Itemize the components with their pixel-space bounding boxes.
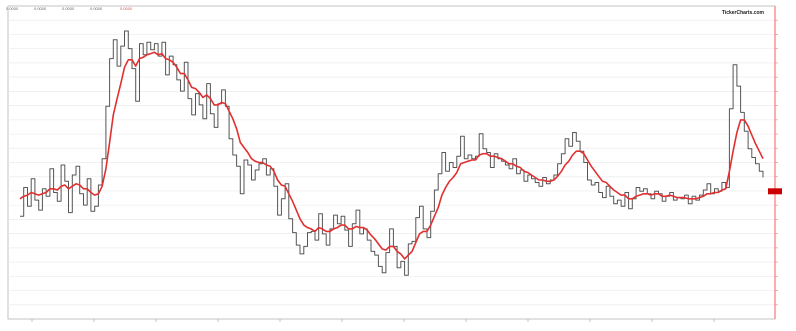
readout-4: 0.0000 [90, 6, 103, 11]
series-layer [19, 30, 764, 276]
readout-1: 0.0000 [6, 6, 19, 11]
price-series-line [20, 30, 764, 276]
readout-2: 0.0000 [34, 6, 47, 11]
x-axis-ticks [31, 319, 715, 322]
watermark: TickerCharts.com [721, 10, 764, 16]
current-value-marker [768, 188, 782, 195]
moving-average-line [19, 51, 764, 260]
readout-3: 0.0000 [62, 6, 75, 11]
grid-lines [8, 19, 775, 306]
right-axis-ticks [775, 19, 778, 306]
readout-highlight: 0.0000 [120, 6, 133, 11]
